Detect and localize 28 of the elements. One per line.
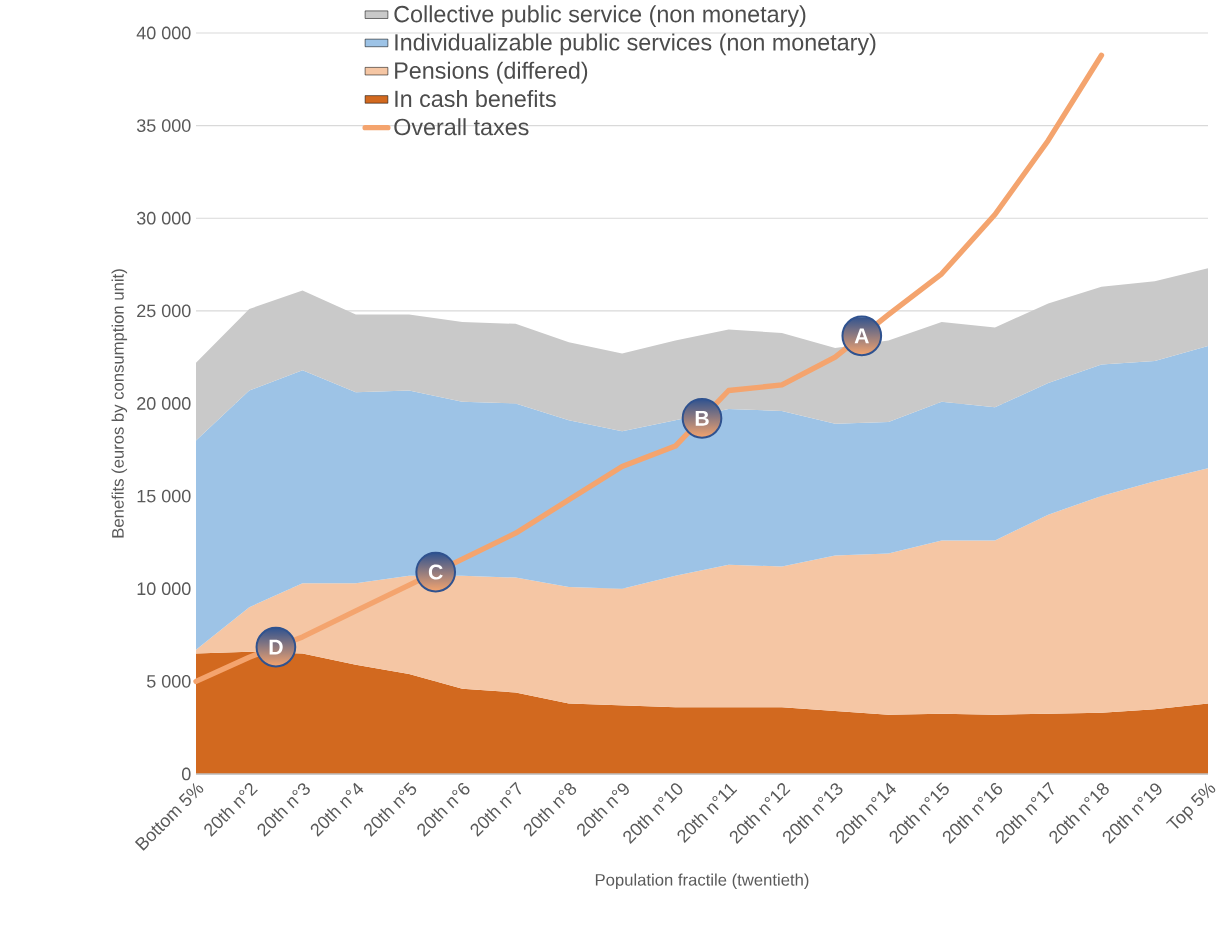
- annotation: C: [428, 564, 443, 580]
- y-tick-label: 0: [182, 767, 191, 781]
- annotation: D: [269, 639, 283, 655]
- y-tick-label: 10 000: [137, 582, 191, 596]
- x-tick-label: 20th n°3: [257, 783, 310, 837]
- legend-label: Collective public service (non monetary): [394, 5, 806, 27]
- annotation: A: [854, 328, 869, 344]
- y-tick-label: 20 000: [137, 397, 191, 410]
- y-tick-label: 35 000: [136, 119, 191, 132]
- y-tick-label: 25 000: [137, 304, 191, 318]
- x-tick-label: 20th n°5: [364, 782, 417, 837]
- y-axis-title: Benefits (euros by consumption unit): [111, 269, 128, 538]
- annotation: B: [695, 410, 709, 426]
- x-tick-label: 20th n°6: [417, 783, 470, 837]
- legend-label: Overall taxes: [394, 118, 529, 136]
- x-axis-title: Population fractile (twentieth): [595, 873, 809, 890]
- x-tick-label: 20th n°2: [204, 783, 258, 837]
- x-tick-label: Top 5%: [1165, 783, 1216, 829]
- y-tick-label: 5 000: [146, 674, 191, 688]
- y-tick-label: 30 000: [136, 211, 191, 225]
- x-tick-label: 20th n°8: [523, 783, 577, 837]
- legend-label: Pensions (differed): [395, 61, 588, 84]
- x-tick-label: 20th n°7: [470, 781, 522, 837]
- y-tick-label: 15 000: [137, 489, 191, 503]
- legend-label: Individualizable public services (non monetary): [395, 33, 876, 56]
- legend-label: In cash benefits: [395, 89, 556, 108]
- x-tick-label: 20th n°4: [310, 782, 364, 837]
- y-tick-label: 40 000: [136, 26, 191, 40]
